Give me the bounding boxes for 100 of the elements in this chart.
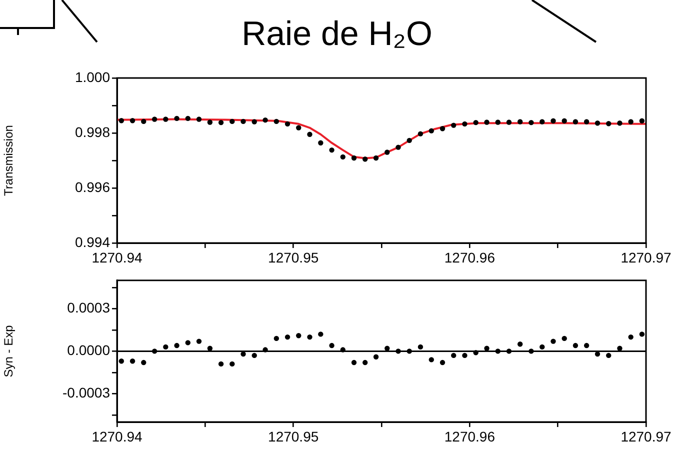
point (550, 338, 556, 344)
point (207, 120, 213, 125)
point (130, 118, 136, 124)
point (462, 121, 468, 127)
y-tick-label: 0.0000 (67, 342, 110, 358)
y-tick-label: 0.994 (74, 234, 110, 250)
y-axis-title: Syn - Exp (2, 324, 16, 378)
point (628, 334, 634, 340)
point (428, 357, 434, 362)
point (617, 346, 622, 351)
point (440, 126, 446, 132)
point (495, 120, 500, 125)
point (218, 361, 224, 367)
point (307, 334, 312, 340)
point (340, 154, 346, 160)
point (218, 120, 224, 126)
point (118, 118, 124, 124)
point (440, 360, 446, 366)
point (351, 155, 357, 161)
x-tick-label: 1270.95 (268, 249, 319, 266)
point (252, 352, 257, 358)
point (307, 132, 312, 137)
x-tick-label: 1270.96 (444, 428, 496, 444)
point (163, 344, 168, 350)
y-axis-title: Transmission (2, 125, 16, 196)
x-tick-label: 1270.97 (620, 428, 672, 444)
point (639, 118, 645, 124)
point (329, 147, 334, 153)
y-tick-label: -0.0003 (62, 384, 110, 401)
point (428, 128, 434, 134)
point (617, 120, 622, 126)
point (373, 155, 379, 161)
point (540, 344, 545, 350)
x-tick-label: 1270.94 (92, 249, 143, 266)
point (284, 334, 290, 340)
point (540, 119, 545, 124)
point (318, 332, 324, 337)
point (594, 120, 600, 126)
point (406, 138, 412, 144)
point (262, 117, 268, 123)
point (606, 352, 612, 358)
point (318, 140, 324, 146)
point (584, 342, 590, 348)
point (130, 358, 136, 364)
point (628, 119, 634, 124)
point (274, 336, 280, 342)
point (484, 346, 490, 351)
point (196, 338, 202, 344)
point (518, 342, 523, 347)
x-tick-label: 1270.97 (620, 249, 672, 266)
point (196, 116, 202, 122)
point (418, 344, 424, 350)
point (528, 120, 534, 126)
x-tick-label: 1270.96 (444, 249, 496, 266)
point (296, 333, 302, 338)
x-tick-label: 1270.94 (92, 428, 143, 444)
point (639, 332, 645, 337)
point (384, 346, 390, 351)
point (484, 120, 490, 125)
point (518, 119, 523, 124)
point (141, 360, 146, 366)
point (152, 116, 158, 122)
point (606, 121, 612, 126)
x-tick-label: 1270.95 (268, 428, 319, 444)
y-tick-label: 1.000 (74, 68, 110, 85)
point (163, 116, 168, 122)
point (373, 354, 379, 360)
point (185, 116, 190, 122)
point (362, 156, 368, 162)
point (462, 352, 468, 358)
point (240, 118, 246, 124)
point (230, 361, 235, 367)
point (451, 352, 456, 358)
point (274, 118, 280, 124)
point (230, 118, 235, 124)
point (473, 120, 478, 126)
point (550, 118, 556, 124)
y-tick-label: 0.998 (74, 124, 110, 140)
point (396, 144, 401, 150)
point (185, 340, 190, 346)
point (207, 346, 213, 351)
chart-title: Raie de H₂O (240, 14, 434, 54)
point (418, 131, 424, 136)
point (118, 358, 124, 364)
point (174, 116, 180, 122)
point (384, 150, 390, 155)
y-tick-label: 0.996 (74, 178, 110, 195)
point (506, 120, 512, 125)
point (572, 342, 578, 348)
point (562, 336, 567, 342)
point (362, 360, 368, 366)
point (141, 118, 146, 124)
point (174, 342, 180, 348)
point (451, 122, 456, 128)
y-tick-label: 0.0003 (67, 300, 110, 316)
point (252, 119, 257, 124)
point (584, 119, 590, 124)
point (562, 118, 567, 124)
point (351, 360, 357, 366)
point (572, 119, 578, 124)
